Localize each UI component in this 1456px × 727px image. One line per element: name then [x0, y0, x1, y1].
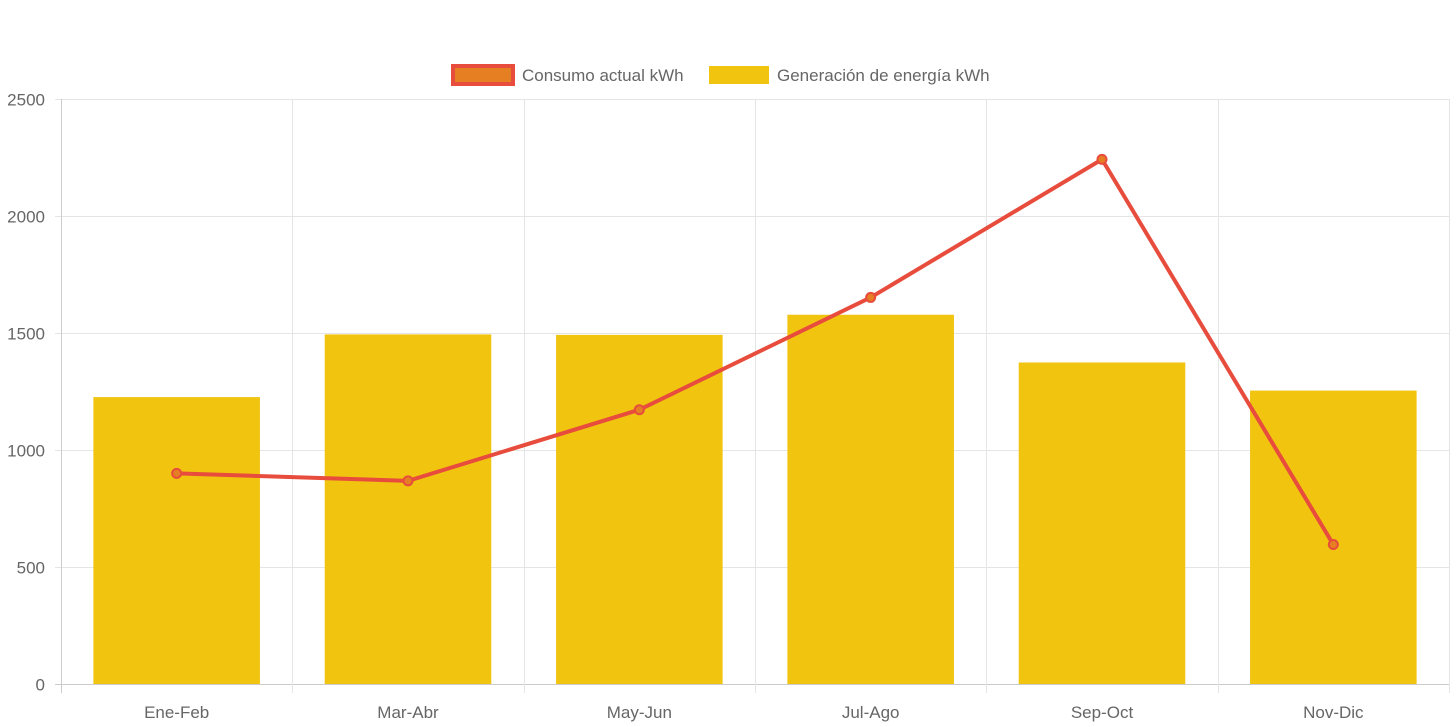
x-tick-label: May-Jun [607, 703, 672, 722]
bar-generacion[interactable] [556, 334, 723, 684]
y-tick-label: 0 [36, 676, 45, 695]
point-consumo[interactable] [633, 404, 645, 416]
legend[interactable]: Consumo actual kWh Generación de energía… [451, 64, 990, 86]
point-consumo[interactable] [1327, 539, 1339, 551]
line-series [171, 153, 1339, 551]
point-consumo[interactable] [171, 467, 183, 479]
point-consumo[interactable] [402, 475, 414, 487]
y-tick-label: 1500 [7, 325, 45, 344]
y-tick-label: 2000 [7, 208, 45, 227]
x-tick-label: Mar-Abr [377, 703, 439, 722]
legend-label-consumo: Consumo actual kWh [522, 66, 684, 85]
y-tick-label: 1000 [7, 442, 45, 461]
bar-generacion[interactable] [93, 397, 260, 684]
x-tick-label: Nov-Dic [1303, 703, 1364, 722]
legend-label-generacion: Generación de energía kWh [777, 66, 990, 85]
line-consumo [176, 157, 1336, 546]
legend-item-generacion[interactable]: Generación de energía kWh [709, 66, 990, 85]
y-tick-label: 2500 [7, 91, 45, 110]
bar-series [93, 314, 1417, 684]
bar-generacion[interactable] [787, 314, 954, 684]
legend-item-consumo[interactable]: Consumo actual kWh [451, 64, 684, 86]
point-consumo[interactable] [1096, 153, 1108, 165]
bar-generacion[interactable] [1250, 390, 1417, 684]
axes: 0 500 1000 1500 2000 2500 Ene-Feb Mar-Abr May-Ju… [7, 91, 1364, 723]
x-tick-label: Ene-Feb [144, 703, 209, 722]
point-consumo[interactable] [865, 291, 877, 303]
x-tick-label: Sep-Oct [1071, 703, 1134, 722]
grid-lines [55, 99, 1450, 693]
bar-generacion[interactable] [324, 334, 492, 684]
y-tick-label: 500 [17, 559, 45, 578]
bar-generacion[interactable] [1018, 362, 1186, 684]
legend-swatch-generacion [709, 66, 769, 84]
legend-swatch-consumo [451, 64, 515, 86]
x-tick-label: Jul-Ago [842, 703, 900, 722]
